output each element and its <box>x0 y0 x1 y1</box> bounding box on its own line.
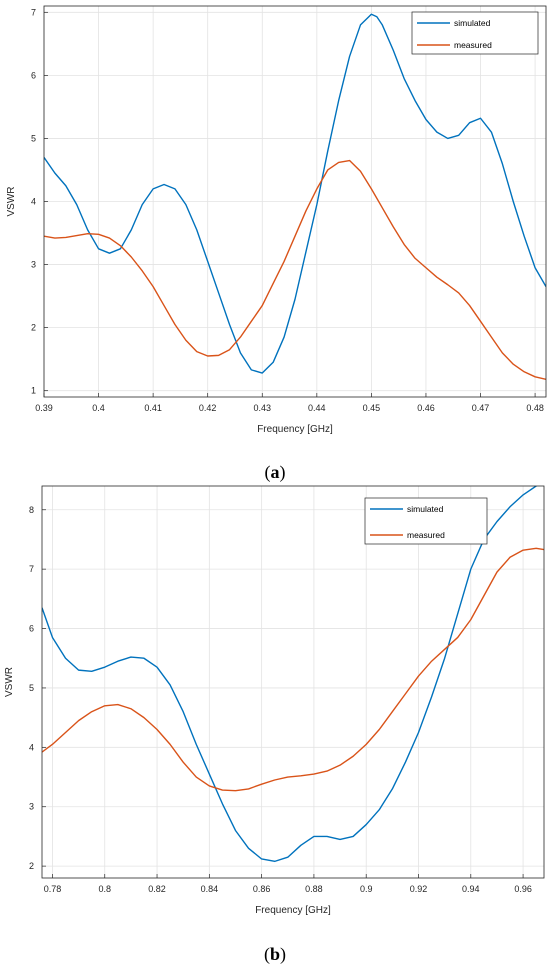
axes-box <box>43 5 547 398</box>
x-tick-label: 0.4 <box>92 403 105 413</box>
y-tick-label: 5 <box>31 133 36 143</box>
legend-entry-measured: measured <box>454 40 492 50</box>
x-tick-label: 0.96 <box>514 884 532 894</box>
y-tick-label: 2 <box>31 323 36 333</box>
y-tick-label: 4 <box>31 197 36 207</box>
x-tick-label: 0.48 <box>526 403 544 413</box>
y-tick-label: 6 <box>29 624 34 634</box>
x-axis-label: Frequency [GHz] <box>255 905 331 916</box>
series-line-simulated <box>42 486 538 863</box>
x-tick-label: 0.8 <box>98 884 111 894</box>
figure-caption: (a) <box>265 462 286 483</box>
chart-a: 0.39 0.4 0.41 0.42 0.43 0.44 0.45 0.46 0.47 0.48 1… <box>6 5 547 483</box>
y-tick-label: 5 <box>29 683 34 693</box>
y-tick-label: 4 <box>29 742 34 752</box>
x-tick-label: 0.84 <box>201 884 219 894</box>
plot-area <box>42 486 544 878</box>
y-tick-label: 6 <box>31 70 36 80</box>
x-tick-label: 0.82 <box>148 884 166 894</box>
series-line-measured <box>44 159 546 381</box>
legend-box <box>364 497 488 545</box>
y-tick-label: 3 <box>31 260 36 270</box>
legend: simulated measured <box>364 497 488 545</box>
x-tick-label: 0.86 <box>253 884 271 894</box>
x-tick-label: 0.92 <box>410 884 428 894</box>
y-tick-label: 1 <box>31 386 36 396</box>
chart-b: 0.78 0.8 0.82 0.84 0.86 0.88 0.9 0.92 0.94 0.96 2 3… <box>4 485 545 965</box>
x-tick-label: 0.78 <box>44 884 62 894</box>
y-tick-label: 8 <box>29 505 34 515</box>
axes-box <box>41 485 545 879</box>
y-tick-label: 7 <box>31 7 36 17</box>
x-tick-label: 0.39 <box>35 403 53 413</box>
x-tick-label: 0.45 <box>363 403 381 413</box>
x-tick-label: 0.43 <box>253 403 271 413</box>
figure-caption: (b) <box>264 944 286 965</box>
x-tick-label: 0.42 <box>199 403 217 413</box>
x-tick-label: 0.46 <box>417 403 435 413</box>
y-axis-label: VSWR <box>4 667 15 697</box>
series-line-simulated <box>44 13 546 374</box>
y-tick-label: 2 <box>29 861 34 871</box>
legend-entry-measured: measured <box>407 530 445 540</box>
legend-entry-simulated: simulated <box>454 18 491 28</box>
y-axis-label: VSWR <box>6 187 17 217</box>
x-tick-label: 0.9 <box>360 884 373 894</box>
y-tick-label: 7 <box>29 564 34 574</box>
x-tick-label: 0.94 <box>462 884 480 894</box>
series-line-measured <box>42 547 544 792</box>
x-tick-label: 0.44 <box>308 403 326 413</box>
x-tick-label: 0.47 <box>472 403 490 413</box>
legend-box <box>411 11 539 55</box>
x-tick-label: 0.41 <box>144 403 162 413</box>
legend-entry-simulated: simulated <box>407 504 444 514</box>
y-tick-label: 3 <box>29 802 34 812</box>
x-axis-label: Frequency [GHz] <box>257 424 333 435</box>
legend: simulated measured <box>411 11 539 55</box>
x-tick-label: 0.88 <box>305 884 323 894</box>
